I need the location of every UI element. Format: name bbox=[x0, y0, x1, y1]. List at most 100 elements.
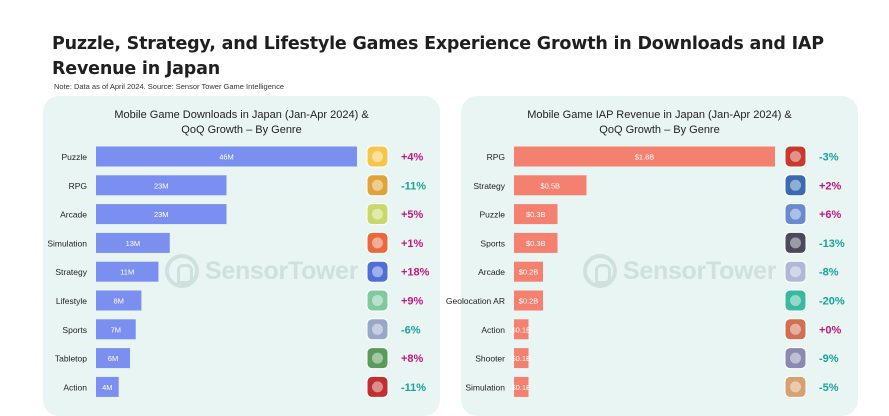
revenue-value-label: $0.5B bbox=[540, 181, 560, 190]
downloads-row: Lifestyle 8M +9% bbox=[56, 289, 424, 312]
revenue-category-label: Puzzle bbox=[479, 210, 505, 220]
downloads-bar bbox=[96, 204, 227, 225]
revenue-growth-label: +2% bbox=[819, 180, 842, 192]
downloads-category-label: Strategy bbox=[55, 267, 87, 277]
action-game-icon bbox=[366, 375, 389, 398]
sensortower-logo-icon bbox=[165, 254, 199, 288]
revenue-growth-label: -5% bbox=[819, 382, 839, 394]
downloads-category-label: Simulation bbox=[47, 238, 87, 248]
downloads-chart-title: Mobile Game Downloads in Japan (Jan-Apr … bbox=[43, 108, 440, 138]
puzzle-game-icon bbox=[366, 145, 389, 168]
revenue-value-label: $0.2B bbox=[519, 297, 539, 306]
downloads-growth-label: +9% bbox=[401, 296, 424, 308]
revenue-growth-label: -13% bbox=[819, 238, 845, 250]
downloads-growth-label: +4% bbox=[401, 152, 424, 164]
downloads-growth-label: -6% bbox=[401, 324, 421, 336]
puzzle-game-icon bbox=[784, 203, 807, 226]
downloads-category-label: RPG bbox=[69, 181, 87, 191]
revenue-bar bbox=[514, 348, 529, 369]
downloads-value-label: 23M bbox=[154, 210, 169, 219]
downloads-row: Simulation 13M +1% bbox=[47, 231, 424, 254]
downloads-category-label: Puzzle bbox=[61, 152, 87, 162]
downloads-growth-label: +1% bbox=[401, 238, 424, 250]
sensortower-logo-icon bbox=[583, 254, 617, 288]
revenue-category-label: Strategy bbox=[473, 181, 505, 191]
revenue-row: Geolocation AR $0.2B -20% bbox=[446, 289, 845, 312]
downloads-value-label: 6M bbox=[108, 354, 118, 363]
revenue-chart-title-line-2: QoQ Growth – By Genre bbox=[599, 124, 720, 136]
revenue-row: RPG $1.8B -3% bbox=[487, 145, 839, 168]
revenue-chart-title-line-1: Mobile Game IAP Revenue in Japan (Jan-Ap… bbox=[527, 109, 792, 121]
downloads-value-label: 23M bbox=[154, 181, 169, 190]
page-title: Puzzle, Strategy, and Lifestyle Games Ex… bbox=[52, 34, 824, 79]
revenue-value-label: $0.3B bbox=[526, 210, 546, 219]
watermark-text: SensorTower bbox=[623, 256, 777, 285]
downloads-row: Arcade 23M +5% bbox=[60, 203, 424, 226]
revenue-bar-chart: RPG $1.8B -3% Strategy $0.5B +2% Puzzle $0.3B +6… bbox=[446, 145, 845, 398]
source-note: Note: Data as of April 2024. Source: Sen… bbox=[54, 82, 284, 91]
downloads-chart-title-line-2: QoQ Growth – By Genre bbox=[181, 124, 302, 136]
downloads-bar bbox=[96, 146, 357, 167]
sports-game-icon bbox=[784, 231, 807, 254]
revenue-growth-label: -8% bbox=[819, 267, 839, 279]
downloads-bar bbox=[96, 290, 142, 311]
revenue-growth-label: -3% bbox=[819, 152, 839, 164]
downloads-value-label: 13M bbox=[126, 239, 141, 248]
downloads-value-label: 11M bbox=[120, 268, 134, 277]
downloads-value-label: 7M bbox=[111, 325, 121, 334]
downloads-value-label: 4M bbox=[102, 383, 112, 392]
revenue-row: Arcade $0.2B -8% bbox=[478, 260, 839, 283]
revenue-row: Sports $0.3B -13% bbox=[480, 231, 845, 254]
downloads-row: Puzzle 46M +4% bbox=[61, 145, 424, 168]
revenue-growth-label: +0% bbox=[819, 324, 842, 336]
downloads-category-label: Lifestyle bbox=[56, 296, 87, 306]
revenue-row: Simulation $0.1B -5% bbox=[465, 375, 839, 398]
downloads-growth-label: +5% bbox=[401, 209, 424, 221]
revenue-value-label: $0.1B bbox=[511, 354, 531, 363]
downloads-bar-chart: Puzzle 46M +4% RPG 23M -11% Arcade 23M +5% Simula… bbox=[47, 145, 430, 398]
revenue-growth-label: -9% bbox=[819, 353, 839, 365]
strategy-game-icon bbox=[366, 260, 389, 283]
revenue-row: Action $0.1B +0% bbox=[481, 318, 842, 341]
arcade-game-icon bbox=[784, 260, 807, 283]
revenue-bar bbox=[514, 261, 543, 282]
downloads-value-label: 8M bbox=[113, 297, 123, 306]
revenue-bar bbox=[514, 376, 529, 397]
revenue-bar bbox=[514, 232, 558, 253]
sensortower-watermark: SensorTower bbox=[583, 254, 777, 288]
revenue-panel: Mobile Game IAP Revenue in Japan (Jan-Ap… bbox=[446, 96, 858, 416]
downloads-row: Action 4M -11% bbox=[63, 375, 426, 398]
revenue-category-label: Arcade bbox=[478, 267, 505, 277]
downloads-row: Sports 7M -6% bbox=[62, 318, 421, 341]
downloads-growth-label: +18% bbox=[401, 267, 430, 279]
downloads-bar bbox=[96, 232, 170, 253]
revenue-bar bbox=[514, 319, 529, 340]
watermark-text: SensorTower bbox=[205, 256, 359, 285]
action-game-icon bbox=[784, 318, 807, 341]
downloads-row: Tabletop 6M +8% bbox=[55, 347, 424, 370]
downloads-bar bbox=[96, 348, 131, 369]
shooter-game-icon bbox=[784, 347, 807, 370]
downloads-row: Strategy 11M +18% bbox=[55, 260, 430, 283]
sports-game-icon bbox=[366, 318, 389, 341]
downloads-growth-label: -11% bbox=[401, 382, 426, 394]
downloads-bar bbox=[96, 175, 227, 196]
downloads-chart-title-line-1: Mobile Game Downloads in Japan (Jan-Apr … bbox=[114, 109, 369, 121]
revenue-chart-title: Mobile Game IAP Revenue in Japan (Jan-Ap… bbox=[461, 108, 858, 138]
revenue-value-label: $0.3B bbox=[526, 239, 546, 248]
simulation-game-icon bbox=[784, 375, 807, 398]
revenue-growth-label: +6% bbox=[819, 209, 842, 221]
revenue-bar bbox=[514, 146, 775, 167]
sensortower-watermark: SensorTower bbox=[165, 254, 359, 288]
downloads-row: RPG 23M -11% bbox=[69, 174, 426, 197]
revenue-category-label: RPG bbox=[487, 152, 505, 162]
revenue-bar bbox=[514, 175, 587, 196]
downloads-bar bbox=[96, 261, 159, 282]
revenue-value-label: $0.2B bbox=[519, 268, 539, 277]
tabletop-game-icon bbox=[366, 347, 389, 370]
revenue-bar bbox=[514, 290, 543, 311]
rpg-game-icon bbox=[366, 174, 389, 197]
downloads-panel: Mobile Game Downloads in Japan (Jan-Apr … bbox=[43, 96, 440, 416]
revenue-row: Strategy $0.5B +2% bbox=[473, 174, 842, 197]
downloads-bar bbox=[96, 319, 136, 340]
